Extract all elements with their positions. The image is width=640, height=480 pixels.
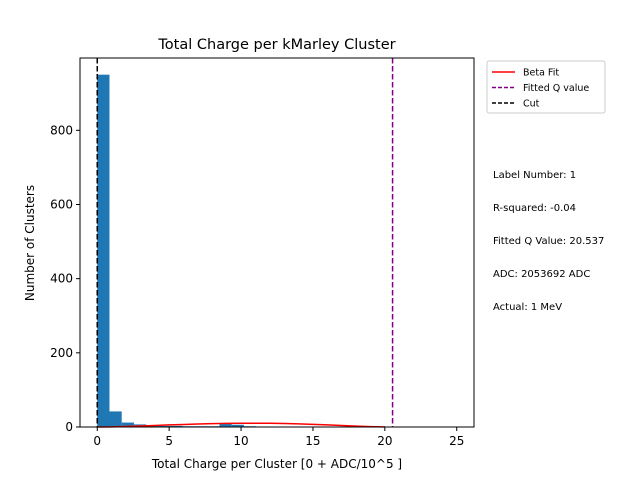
histogram-bar xyxy=(97,74,110,427)
x-tick-label: 25 xyxy=(449,434,464,448)
x-tick-label: 15 xyxy=(305,434,320,448)
annotation-line: R-squared: -0.04 xyxy=(493,203,576,214)
annotation-line: ADC: 2053692 ADC xyxy=(493,269,591,280)
beta-fit-curve-group xyxy=(97,422,385,428)
annotation-line: Actual: 1 MeV xyxy=(493,302,563,313)
fit-info-annotation: Label Number: 1 R-squared: -0.04 Fitted … xyxy=(493,148,604,324)
histogram-bar xyxy=(158,425,171,427)
annotation-line: Fitted Q Value: 20.537 xyxy=(493,236,605,247)
histogram-bar xyxy=(109,411,122,427)
histogram-bars xyxy=(97,74,293,427)
x-axis-label: Total Charge per Cluster [0 + ADC/10^5 ] xyxy=(151,457,402,471)
x-axis: 0 5 10 15 20 25 xyxy=(93,427,464,448)
legend-label: Beta Fit xyxy=(523,68,559,79)
plot-frame xyxy=(79,57,475,428)
y-tick-label: 0 xyxy=(65,420,73,434)
histogram-bar xyxy=(170,425,183,427)
annotation-line: Label Number: 1 xyxy=(493,170,577,181)
x-tick-label: 20 xyxy=(377,434,392,448)
y-tick-label: 600 xyxy=(50,197,73,211)
y-tick-label: 200 xyxy=(50,346,73,360)
histogram-bar xyxy=(219,424,232,427)
y-tick-label: 800 xyxy=(50,123,73,137)
x-tick-label: 5 xyxy=(165,434,173,448)
legend: Beta Fit Fitted Q value Cut xyxy=(486,60,606,114)
legend-label: Fitted Q value xyxy=(523,83,589,94)
x-tick-label: 0 xyxy=(93,434,101,448)
legend-box xyxy=(486,60,606,114)
y-axis-label: Number of Clusters xyxy=(23,185,37,301)
beta-fit-curve xyxy=(97,422,385,428)
histogram-bar xyxy=(231,424,244,427)
vertical-lines xyxy=(96,58,394,427)
histogram-bar xyxy=(121,422,134,427)
legend-label: Cut xyxy=(523,99,540,110)
x-tick-label: 10 xyxy=(233,434,248,448)
y-tick-label: 400 xyxy=(50,272,73,286)
y-axis: 0 200 400 600 800 xyxy=(50,123,80,434)
chart-title: Total Charge per kMarley Cluster xyxy=(157,37,395,53)
